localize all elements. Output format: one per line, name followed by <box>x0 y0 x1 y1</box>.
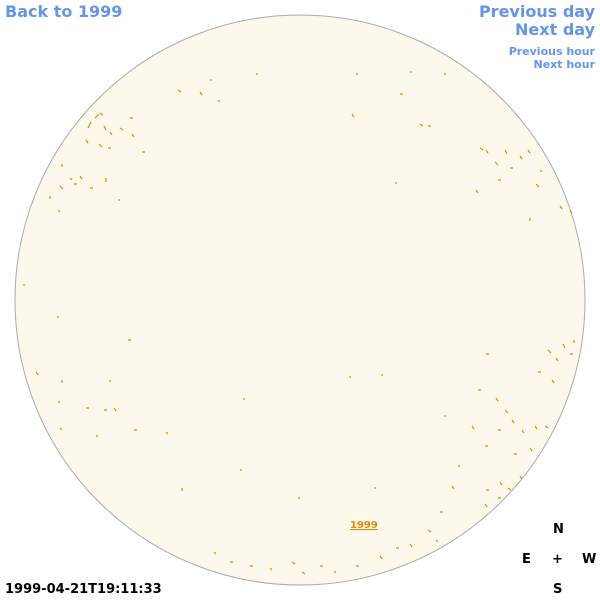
contours <box>23 71 575 575</box>
previous-day-link[interactable]: Previous day <box>478 2 595 21</box>
next-day-link[interactable]: Next day <box>515 20 595 39</box>
next-hour-link[interactable]: Next hour <box>533 58 596 71</box>
compass-east: E <box>522 552 531 567</box>
compass-north: N <box>553 522 564 537</box>
back-link[interactable]: Back to 1999 <box>5 2 123 21</box>
timestamp: 1999-04-21T19:11:33 <box>5 582 162 597</box>
compass-center: + <box>552 552 563 567</box>
previous-hour-link[interactable]: Previous hour <box>508 45 595 58</box>
compass-west: W <box>582 552 597 567</box>
compass-south: S <box>553 582 563 597</box>
solar-disk <box>14 14 586 586</box>
year-link[interactable]: 1999 <box>350 520 378 531</box>
